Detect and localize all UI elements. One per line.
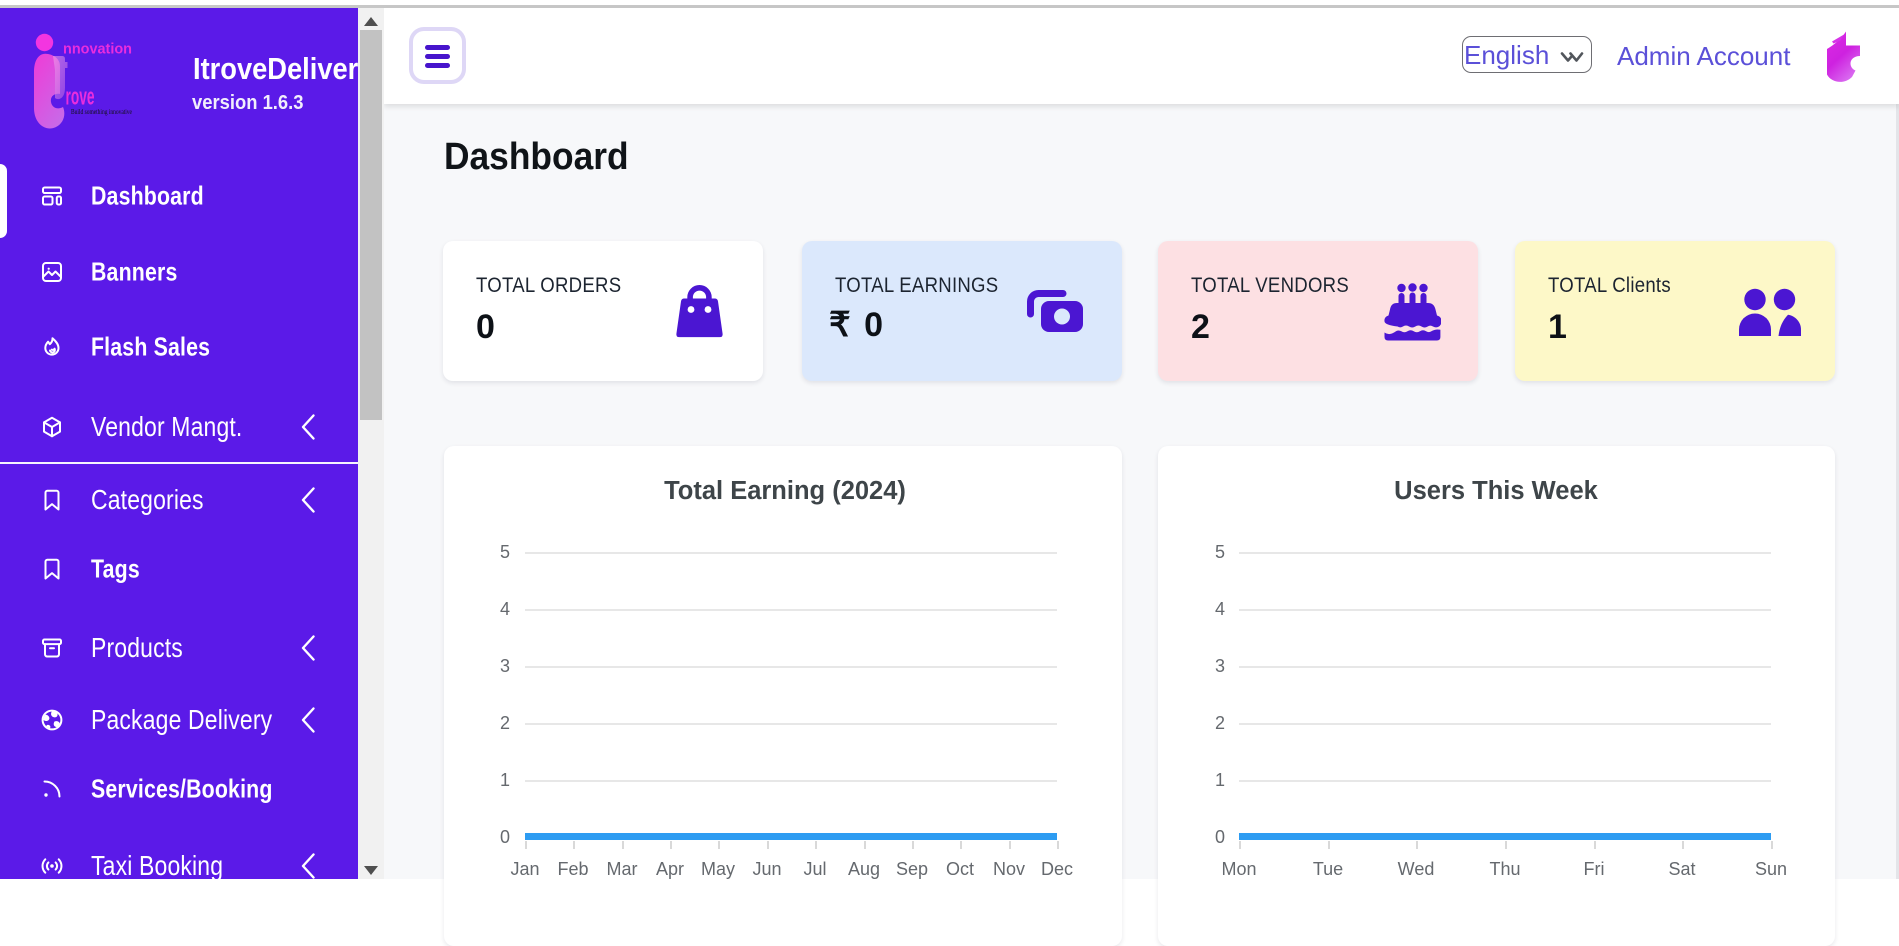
svg-text:nnovation: nnovation — [63, 42, 132, 58]
svg-text:rove: rove — [66, 84, 95, 111]
svg-text:Build something innovative: Build something innovative — [71, 107, 132, 116]
